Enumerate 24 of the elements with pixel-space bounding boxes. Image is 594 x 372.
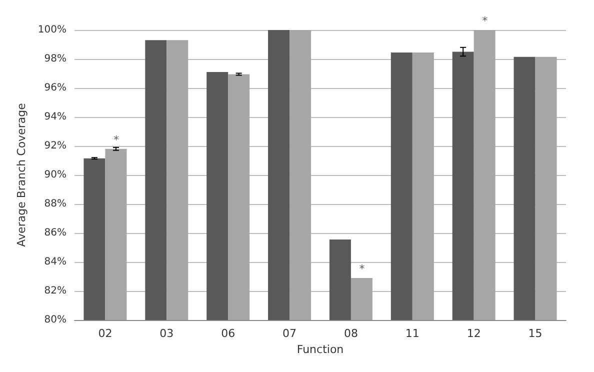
- annotation: *: [113, 133, 120, 146]
- y-axis-title: Average Branch Coverage: [15, 102, 28, 247]
- x-tick-label: 03: [160, 327, 174, 340]
- x-tick-label: 02: [98, 327, 112, 340]
- y-tick-label: 92%: [44, 140, 66, 152]
- x-tick-label: 06: [221, 327, 236, 340]
- annotation: *: [359, 262, 366, 276]
- y-tick-label: 84%: [44, 256, 66, 268]
- y-tick-label: 90%: [44, 170, 66, 180]
- x-tick-label: 11: [405, 327, 420, 340]
- x-tick-label: 15: [528, 327, 542, 340]
- y-tick-label: 82%: [44, 286, 66, 296]
- y-tick-label: 94%: [44, 112, 66, 122]
- y-tick-label: 88%: [44, 198, 66, 210]
- y-tick-label: 80%: [44, 314, 66, 326]
- y-tick-label: 96%: [44, 82, 66, 94]
- x-axis-title: Function: [296, 342, 344, 356]
- y-tick-label: 98%: [44, 54, 66, 64]
- y-tick-label: 86%: [44, 228, 66, 238]
- x-tick-label: 08: [344, 327, 358, 340]
- x-tick-label: 12: [466, 327, 481, 340]
- y-tick-label: 100%: [38, 24, 66, 36]
- x-tick-label: 07: [282, 327, 297, 340]
- annotation: *: [482, 14, 488, 28]
